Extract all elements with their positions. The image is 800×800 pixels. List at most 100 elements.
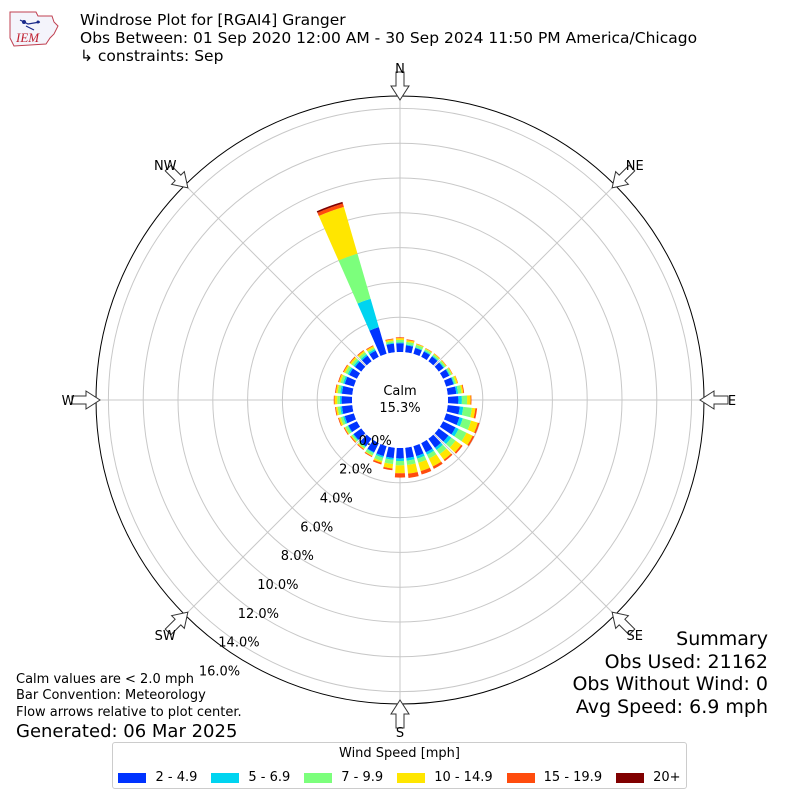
legend-swatch [211, 772, 240, 783]
sector-bar-segment [396, 343, 404, 353]
sector-bar-segment [447, 396, 459, 404]
iem-logo: IEM [6, 8, 62, 50]
sector-bar-segment [338, 417, 342, 427]
sector-bar-segment [340, 385, 344, 394]
sector-bar-segment [449, 440, 462, 453]
arrow-shape [71, 390, 101, 410]
legend-item: 20+ [616, 770, 681, 785]
direction-label: SE [627, 629, 643, 644]
sector-bar-segment [435, 442, 443, 450]
sector-bar-segment [383, 462, 394, 469]
sector-bar-segment [406, 340, 415, 344]
sector-bar-segment [335, 406, 340, 416]
calm-note: Calm values are < 2.0 mph [16, 672, 195, 687]
sector-bar-segment [451, 377, 455, 385]
direction-spoke [433, 184, 616, 367]
sector-bar-segment [368, 349, 376, 355]
sector-bar-segment [456, 417, 463, 427]
sector-bar-segment [406, 456, 415, 461]
sector-bar-segment [446, 405, 460, 415]
footer-notes: Calm values are < 2.0 mph Bar Convention… [16, 672, 242, 743]
sector-bar-segment [350, 436, 356, 443]
sector-bar-segment [415, 344, 424, 350]
sector-bar-segment [348, 421, 361, 433]
arrow-shape [390, 71, 410, 101]
sector-bar-segment [342, 364, 348, 373]
chart-subtitle: Obs Between: 01 Sep 2020 12:00 AM - 30 S… [80, 29, 698, 47]
chart-header: Windrose Plot for [RGAI4] Granger Obs Be… [80, 11, 697, 65]
direction-spoke [184, 184, 367, 367]
summary-avg-speed: Avg Speed: 6.9 mph [575, 695, 768, 718]
sector-bar-segment [375, 453, 384, 458]
sector-bar-segment [455, 375, 459, 384]
sector-bar-segment [353, 428, 366, 440]
sector-bar-segment [418, 459, 430, 472]
sector-bar-segment [358, 352, 367, 360]
sector-bar-segment [345, 425, 352, 434]
sector-bar-segment [316, 201, 343, 213]
direction-spoke [433, 433, 616, 616]
sector-bar-segment [433, 353, 440, 360]
sector-bar-segment [396, 447, 404, 459]
sector-bar-segment [407, 463, 418, 474]
legend-swatch [506, 772, 535, 783]
sector-bar-segment [358, 442, 366, 449]
sector-bar-segment [439, 448, 452, 460]
sector-bar-segment [445, 368, 451, 376]
sector-bar-segment [420, 467, 432, 475]
arrow-shape [611, 164, 636, 189]
radial-tick-label: 8.0% [281, 549, 314, 564]
arrow-shape [611, 611, 636, 636]
sector-bar-segment [434, 353, 441, 359]
calm-disc [352, 352, 448, 448]
sector-bar-segment [426, 450, 437, 459]
sector-bar-segment [341, 405, 354, 414]
sector-bar-segment [451, 427, 459, 437]
flow-arrow-icon [164, 611, 189, 636]
sector-bar-segment [338, 374, 344, 383]
sector-bar-segment [351, 358, 359, 366]
sector-bar-segment [341, 396, 353, 404]
sector-bar-segment [357, 350, 364, 356]
direction-label: E [728, 394, 736, 409]
sector-bar-segment [360, 434, 372, 447]
sector-bar-segment [434, 362, 444, 372]
sector-bar-segment [443, 435, 452, 445]
sector-bar-segment [428, 434, 442, 448]
sector-bar-segment [425, 348, 433, 353]
sector-bar-segment [405, 345, 414, 354]
legend-label: 15 - 19.9 [543, 770, 603, 785]
legend-item: 5 - 6.9 [211, 770, 290, 785]
sector-bar-segment [376, 443, 387, 457]
sector-bar-segment [334, 384, 338, 394]
sector-bar-segment [367, 347, 375, 353]
calm-label: Calm [383, 384, 416, 399]
sector-bar-segment [441, 359, 447, 366]
legend-label: 10 - 14.9 [434, 770, 493, 785]
sector-bar-segment [383, 466, 393, 471]
sector-bar-segment [425, 348, 433, 353]
sector-bar-segment [360, 354, 368, 361]
sector-bar-segment [357, 443, 365, 450]
sector-bar-segment [416, 343, 424, 348]
flow-arrow-icon [71, 390, 101, 410]
legend-item: 7 - 9.9 [304, 770, 383, 785]
sector-bar-segment [357, 298, 379, 331]
sector-bar-segment [318, 206, 358, 261]
sector-bar-segment [467, 420, 478, 433]
arrow-shape [699, 390, 729, 410]
sector-bar-segment [445, 437, 456, 448]
sector-bar-segment [347, 367, 353, 375]
sector-bar-segment [337, 395, 340, 405]
sector-bar-segment [369, 350, 379, 361]
legend-item: 15 - 19.9 [506, 770, 603, 785]
sector-bar-segment [406, 341, 414, 346]
sector-bar-segment [453, 375, 458, 384]
radial-tick-label: 4.0% [320, 491, 353, 506]
sector-bar-segment [343, 365, 350, 374]
sector-bar-segment [338, 373, 342, 383]
sector-bar-segment [434, 428, 449, 442]
sector-bar-segment [432, 354, 440, 361]
sector-bar-segment [454, 444, 463, 454]
